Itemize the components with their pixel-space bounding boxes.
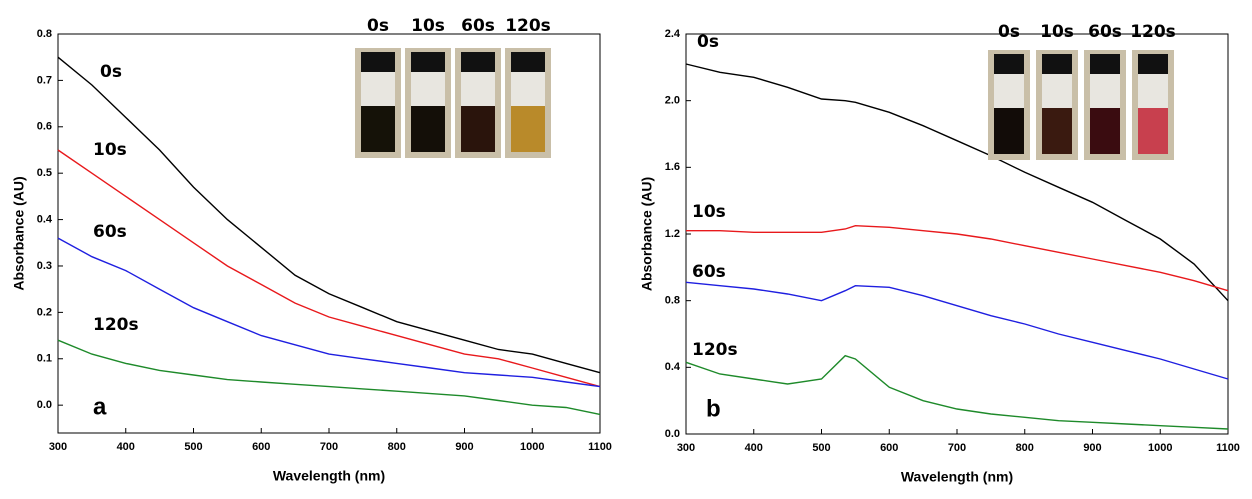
vial-cap: [411, 52, 445, 72]
vial-cap: [361, 52, 395, 72]
x-tick-label: 900: [455, 441, 473, 453]
vial-liquid: [361, 106, 395, 152]
y-tick-label: 0.0: [37, 399, 52, 411]
line-series: [57, 56, 601, 374]
x-tick-label: 600: [252, 441, 270, 453]
curve-label: 60s: [93, 222, 127, 242]
y-tick-label: 0.1: [37, 353, 52, 365]
x-tick-label: 700: [948, 442, 966, 454]
x-tick-label: 1100: [588, 441, 612, 453]
y-tick-label: 0.8: [665, 295, 680, 307]
inset-label: 60s: [461, 16, 495, 36]
line-series: [686, 224, 1229, 292]
y-tick-label: 0.7: [37, 74, 52, 86]
y-axis-label: Absorbance (AU): [11, 176, 27, 290]
y-tick-label: 1.6: [665, 161, 680, 173]
x-tick-label: 500: [184, 441, 202, 453]
x-tick-label: 1000: [520, 441, 544, 453]
x-tick-label: 300: [49, 441, 67, 453]
curve-label: 0s: [100, 62, 122, 82]
curve-label: 0s: [697, 32, 719, 52]
vial-cap: [1138, 54, 1168, 74]
x-axis-label: Wavelength (nm): [901, 469, 1013, 485]
line-series: [57, 149, 601, 388]
inset-label: 10s: [411, 16, 445, 36]
curve-label: 10s: [692, 202, 726, 222]
vial-liquid: [461, 106, 495, 152]
x-tick-label: 800: [1016, 442, 1034, 454]
x-tick-label: 600: [880, 442, 898, 454]
curve-label: 10s: [93, 140, 127, 160]
inset-label: 120s: [505, 16, 551, 36]
x-tick-label: 1100: [1216, 442, 1240, 454]
vial-liquid: [411, 106, 445, 152]
y-tick-label: 0.4: [37, 213, 53, 225]
x-tick-label: 800: [388, 441, 406, 453]
vial-cap: [994, 54, 1024, 74]
inset-label: 0s: [998, 22, 1020, 42]
y-tick-label: 1.2: [665, 228, 680, 240]
vial-cap: [1042, 54, 1072, 74]
y-tick-label: 0.8: [37, 28, 52, 40]
vial-liquid: [994, 108, 1024, 154]
inset-label: 10s: [1040, 22, 1074, 42]
panel-label: b: [706, 395, 721, 422]
x-tick-label: 500: [812, 442, 830, 454]
inset-label: 120s: [1130, 22, 1176, 42]
line-series: [57, 339, 601, 416]
vial-cap: [511, 52, 545, 72]
x-tick-label: 400: [745, 442, 763, 454]
y-tick-label: 0.4: [665, 361, 681, 373]
y-tick-label: 0.5: [37, 167, 52, 179]
vial-liquid: [1138, 108, 1168, 154]
y-axis-label: Absorbance (AU): [639, 177, 655, 291]
y-tick-label: 0.3: [37, 260, 52, 272]
line-series: [685, 281, 1229, 380]
x-tick-label: 900: [1083, 442, 1101, 454]
curve-label: 120s: [692, 340, 738, 360]
y-tick-label: 2.4: [665, 28, 681, 40]
x-tick-label: 400: [117, 441, 135, 453]
vial-liquid: [511, 106, 545, 152]
curve-label: 60s: [692, 262, 726, 282]
y-tick-label: 0.6: [37, 121, 52, 133]
inset-label: 60s: [1088, 22, 1122, 42]
x-tick-label: 300: [677, 442, 695, 454]
vial-liquid: [1090, 108, 1120, 154]
y-tick-label: 2.0: [665, 95, 680, 107]
inset-label: 0s: [367, 16, 389, 36]
line-series: [57, 237, 601, 388]
vial-cap: [461, 52, 495, 72]
y-tick-label: 0.0: [665, 428, 680, 440]
vial-cap: [1090, 54, 1120, 74]
line-series: [685, 354, 1229, 430]
line-series: [685, 63, 1229, 302]
vial-liquid: [1042, 108, 1072, 154]
x-axis-label: Wavelength (nm): [273, 468, 385, 484]
y-tick-label: 0.2: [37, 306, 52, 318]
curve-label: 120s: [93, 315, 139, 335]
panel-label: a: [93, 393, 107, 420]
x-tick-label: 1000: [1148, 442, 1172, 454]
x-tick-label: 700: [320, 441, 338, 453]
